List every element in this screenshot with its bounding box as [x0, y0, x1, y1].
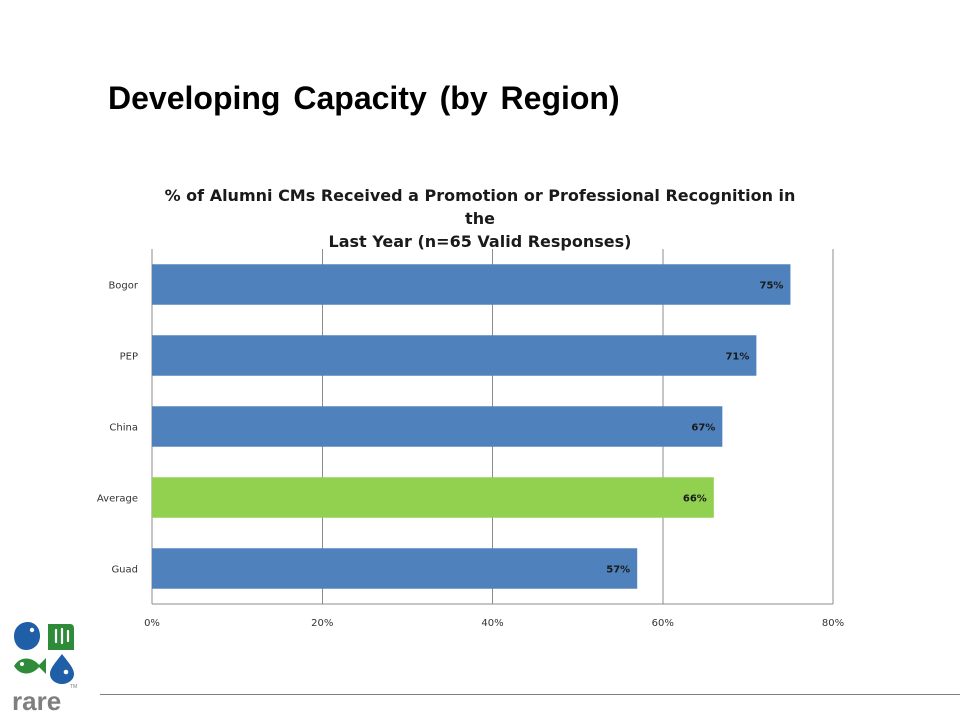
data-label-average: 66% [683, 494, 707, 505]
category-label-bogor: Bogor [108, 281, 138, 292]
category-label-guad: Guad [111, 565, 138, 576]
category-label-china: China [109, 423, 138, 434]
trademark-mark: TM [70, 684, 77, 690]
chart-title-line-2: Last Year (n=65 Valid Responses) [328, 232, 632, 251]
bar-china [152, 406, 723, 447]
data-label-guad: 57% [606, 565, 630, 576]
x-tick-label-0: 0% [144, 618, 160, 629]
data-label-pep: 71% [725, 352, 749, 363]
data-label-bogor: 75% [760, 281, 784, 292]
slide-title: Developing Capacity (by Region) [108, 80, 620, 116]
x-tick-label-3: 60% [652, 618, 674, 629]
chart-title: % of Alumni CMs Received a Promotion or … [160, 184, 800, 253]
chart-title-line-1: % of Alumni CMs Received a Promotion or … [164, 186, 796, 228]
x-tick-label-2: 40% [481, 618, 503, 629]
footer-divider [100, 694, 960, 695]
bar-guad [152, 548, 638, 589]
rare-wordmark: rare [12, 686, 61, 714]
data-label-china: 67% [691, 423, 715, 434]
bar-bogor [152, 264, 791, 305]
category-label-average: Average [97, 494, 138, 505]
x-tick-label-4: 80% [822, 618, 844, 629]
bar-pep [152, 335, 757, 376]
rare-logo: rare TM [12, 622, 77, 714]
bar-average [152, 477, 714, 518]
category-label-pep: PEP [120, 352, 138, 363]
x-tick-label-1: 20% [311, 618, 333, 629]
rare-logo-icon [14, 622, 74, 684]
